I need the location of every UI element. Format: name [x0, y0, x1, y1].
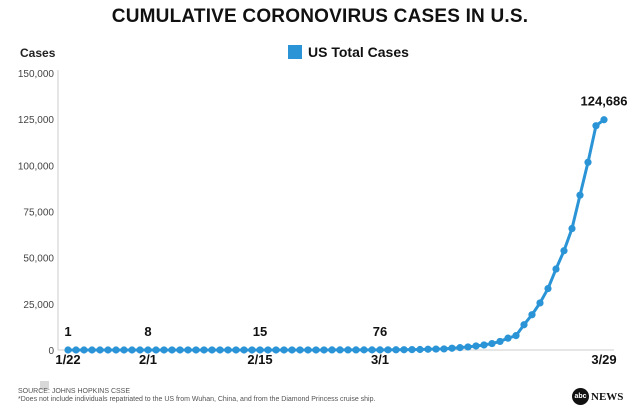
data-label: 8: [144, 324, 151, 339]
y-tick-label: 125,000: [18, 115, 55, 126]
data-point: [416, 345, 424, 354]
data-point: [328, 346, 336, 354]
data-point: [280, 346, 288, 354]
data-point: [584, 158, 592, 166]
data-point: [80, 346, 88, 354]
data-point: [264, 346, 272, 354]
data-point: [208, 346, 216, 354]
data-point: [600, 116, 608, 124]
x-tick-label: 1/22: [55, 352, 80, 367]
data-point: [408, 345, 416, 354]
data-point: [288, 346, 296, 354]
data-point: [376, 346, 384, 354]
y-tick-label: 150,000: [18, 69, 55, 80]
data-point: [576, 191, 584, 199]
y-axis-label: Cases: [20, 46, 56, 60]
data-point: [528, 311, 536, 319]
news-logo-text: NEWS: [591, 390, 624, 403]
data-point: [104, 346, 112, 354]
data-point: [216, 346, 224, 354]
data-point: [200, 346, 208, 354]
data-label: 76: [373, 324, 387, 339]
data-point: [392, 346, 400, 354]
data-point: [480, 341, 488, 349]
data-point: [488, 339, 496, 348]
data-point: [464, 343, 472, 351]
data-point: [400, 346, 408, 354]
data-label: 1: [64, 324, 71, 339]
abc-news-logo: abc NEWS: [572, 388, 623, 405]
data-point: [256, 346, 264, 354]
data-point: [112, 346, 120, 354]
data-point: [552, 265, 560, 273]
x-tick-label: 3/1: [371, 352, 389, 367]
data-point: [120, 346, 128, 354]
data-label: 124,686: [581, 94, 628, 109]
data-point: [320, 346, 328, 354]
data-point: [560, 247, 568, 255]
data-point: [64, 346, 72, 354]
source-marker: [40, 381, 49, 390]
legend: US Total Cases: [288, 44, 409, 60]
source-note: SOURCE: JOHNS HOPKINS CSSE *Does not inc…: [18, 388, 375, 404]
data-point: [304, 346, 312, 354]
data-point: [160, 346, 168, 354]
data-point: [456, 344, 464, 352]
abc-logo-icon: abc: [572, 388, 589, 405]
data-point: [248, 346, 256, 354]
data-point: [472, 342, 480, 350]
data-point: [344, 346, 352, 354]
data-point: [536, 299, 544, 307]
y-tick-label: 25,000: [23, 300, 54, 311]
data-point: [152, 346, 160, 354]
data-point: [72, 346, 80, 354]
data-point: [520, 321, 528, 329]
data-label: 15: [253, 324, 267, 339]
data-point: [352, 346, 360, 354]
data-point: [240, 346, 248, 354]
y-tick-label: 50,000: [23, 254, 54, 265]
footnote-text: *Does not include individuals repatriate…: [18, 396, 376, 403]
data-point: [424, 345, 432, 353]
data-point: [336, 346, 344, 354]
data-point: [448, 344, 456, 352]
source-text: SOURCE: JOHNS HOPKINS CSSE: [18, 388, 131, 395]
data-point: [368, 346, 376, 354]
data-point: [184, 346, 192, 354]
y-tick-label: 0: [48, 346, 54, 357]
data-point: [384, 346, 392, 354]
data-point: [496, 337, 504, 346]
data-point: [512, 332, 520, 340]
data-point: [312, 346, 320, 354]
data-point: [440, 345, 448, 353]
data-point: [568, 224, 576, 233]
data-point: [144, 346, 152, 354]
data-point: [96, 346, 104, 354]
x-tick-label: 3/29: [591, 352, 616, 367]
data-point: [504, 334, 512, 342]
y-tick-label: 100,000: [18, 161, 55, 172]
x-tick-label: 2/1: [139, 352, 157, 367]
chart-title: CUMULATIVE CORONOVIRUS CASES IN U.S.: [111, 6, 529, 27]
data-point: [432, 345, 440, 353]
data-point: [232, 346, 240, 354]
data-point: [136, 346, 144, 354]
x-tick-label: 2/15: [247, 352, 272, 367]
data-point: [88, 346, 96, 354]
data-point: [168, 346, 176, 354]
data-point: [128, 346, 136, 354]
data-point: [544, 284, 552, 293]
data-point: [360, 346, 368, 354]
data-point: [192, 346, 200, 354]
data-point: [272, 346, 280, 354]
data-point: [176, 346, 184, 354]
legend-swatch: [288, 45, 302, 59]
data-point: [592, 122, 600, 130]
data-point: [296, 346, 304, 354]
legend-label: US Total Cases: [308, 44, 409, 60]
y-tick-label: 75,000: [23, 208, 54, 219]
data-point: [224, 346, 232, 354]
series-line: [68, 118, 605, 352]
